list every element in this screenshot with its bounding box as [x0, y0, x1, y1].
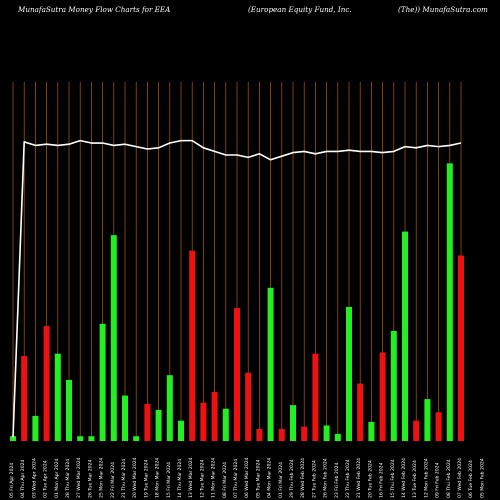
bar: [99, 323, 106, 441]
x-tick-label: 26 Tue Mar 2024: [87, 459, 93, 498]
bar: [312, 353, 319, 441]
price-line: [12, 139, 462, 438]
x-tick-label: 23 Fri Feb 2024: [334, 462, 340, 498]
x-tick-label: 02 Tue Apr 2024: [43, 460, 49, 498]
bar: [267, 287, 274, 441]
bar: [200, 402, 207, 441]
bar: [222, 408, 229, 441]
x-tick-label: 15 Fri Mar 2024: [166, 462, 172, 498]
x-tick-label: 05 Tue Mar 2024: [255, 459, 261, 498]
x-tick-label: 05 Mon Feb 2024: [479, 458, 485, 498]
x-tick-label: 06 Tue Feb 2024: [468, 460, 474, 498]
x-tick-label: 25 Mon Mar 2024: [99, 458, 105, 498]
x-tick-label: 08 Thu Feb 2024: [446, 459, 452, 498]
x-tick-label: 04 Mon Mar 2024: [267, 458, 273, 498]
bar: [458, 255, 464, 441]
x-tick-label: 22 Fri Mar 2024: [110, 462, 116, 498]
bar: [110, 235, 117, 441]
x-tick-label: 21 Thu Mar 2024: [121, 459, 127, 498]
x-tick-label: 22 Thu Feb 2024: [345, 459, 351, 498]
x-tick-label: 28 Wed Feb 2024: [300, 458, 306, 498]
x-tick-label: 07 Wed Feb 2024: [457, 458, 463, 498]
x-tick-label: 14 Thu Mar 2024: [177, 459, 183, 498]
bar: [155, 409, 162, 441]
bar: [413, 420, 420, 441]
x-tick-label: 20 Wed Mar 2024: [132, 457, 138, 498]
x-tick-label: 12 Mon Feb 2024: [423, 458, 429, 498]
bar: [346, 306, 352, 441]
chart-subtitle: (European Equity Fund, Inc.: [248, 5, 352, 14]
bar: [144, 403, 151, 441]
bar: [77, 436, 84, 441]
bar: [178, 420, 184, 441]
x-tick-label: 08 Fri Mar 2024: [222, 462, 228, 498]
x-tick-label: 15 Thu Feb 2024: [390, 459, 396, 498]
bar: [446, 163, 453, 441]
bar: [390, 330, 397, 441]
bar: [122, 395, 128, 441]
x-axis-tick-labels: 05 Fri Apr 2024 04 Thu Apr 2024 03 Wed Apr…: [9, 457, 485, 498]
x-tick-label: 20 Tue Feb 2024: [367, 460, 373, 498]
x-tick-label: 28 Thu Mar 2024: [65, 459, 71, 498]
bar: [435, 412, 442, 441]
bar: [88, 436, 95, 441]
bar: [256, 429, 263, 441]
bar: [368, 421, 375, 441]
bar: [245, 372, 252, 441]
x-tick-label: 14 Wed Feb 2024: [401, 458, 407, 498]
x-tick-label: 09 Fri Feb 2024: [435, 462, 441, 498]
x-tick-label: 27 Wed Mar 2024: [76, 457, 82, 498]
price-line-path: [12, 139, 462, 438]
bar: [290, 405, 296, 441]
bar: [402, 231, 408, 441]
x-tick-label: 18 Mon Mar 2024: [155, 458, 161, 498]
x-tick-label: 12 Tue Mar 2024: [199, 459, 205, 498]
x-tick-label: 26 Mon Feb 2024: [323, 458, 329, 498]
bar: [189, 250, 196, 441]
bar: [43, 326, 50, 441]
bar: [166, 375, 173, 441]
bar: [234, 308, 240, 441]
bar: [424, 399, 431, 441]
x-tick-label: 04 Thu Apr 2024: [20, 459, 26, 498]
x-tick-label: 07 Thu Mar 2024: [233, 459, 239, 498]
bar: [323, 425, 330, 441]
bar: [301, 426, 308, 441]
bar: [379, 352, 386, 441]
bar: [21, 356, 28, 441]
x-tick-label: 01 Fri Mar 2024: [278, 462, 284, 498]
bar: [10, 436, 16, 441]
bar: [54, 353, 61, 441]
chart-source: (The)) MunafaSutra.com: [398, 5, 488, 14]
bar: [133, 436, 140, 441]
x-tick-label: 16 Fri Feb 2024: [379, 462, 385, 498]
x-tick-label: 11 Mon Mar 2024: [211, 458, 217, 498]
x-tick-label: 13 Wed Mar 2024: [188, 457, 194, 498]
x-tick-label: 01 Mon Apr 2024: [54, 458, 60, 498]
x-tick-label: 13 Tue Feb 2024: [412, 460, 418, 498]
bar: [211, 391, 218, 441]
x-tick-label: 19 Tue Mar 2024: [143, 459, 149, 498]
bar: [278, 429, 285, 441]
bar: [334, 433, 341, 441]
bar: [357, 383, 364, 441]
x-tick-label: 27 Tue Feb 2024: [311, 460, 317, 498]
x-tick-label: 05 Fri Apr 2024: [9, 463, 15, 498]
x-tick-label: 29 Thu Feb 2024: [289, 459, 295, 498]
bar: [66, 379, 72, 441]
chart-title: MunafaSutra Money Flow Charts for EEA: [17, 5, 170, 14]
bar-series: [10, 163, 464, 441]
bar: [32, 415, 39, 441]
x-tick-label: 03 Wed Apr 2024: [31, 458, 37, 498]
x-tick-label: 06 Wed Mar 2024: [244, 457, 250, 498]
x-tick-label: 21 Wed Feb 2024: [356, 458, 362, 498]
